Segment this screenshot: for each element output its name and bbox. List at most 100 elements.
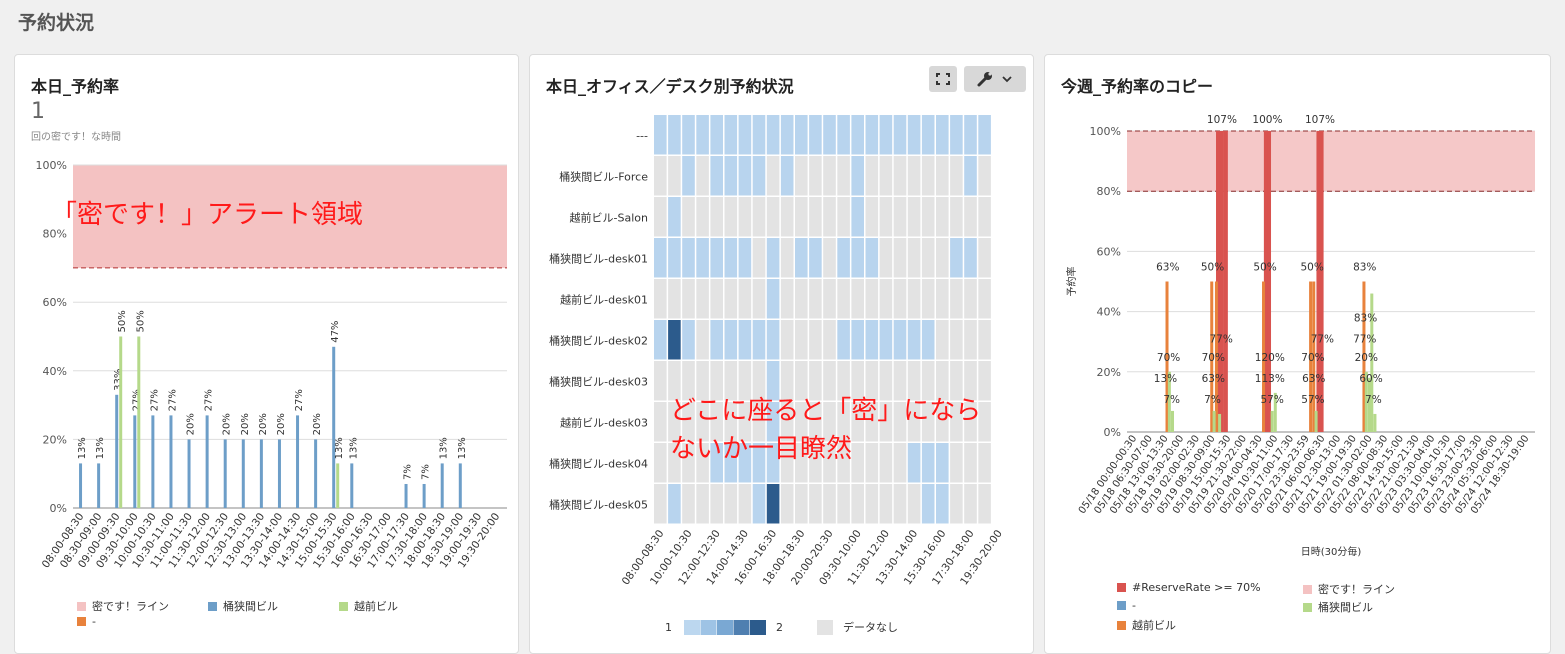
heatmap-cell: [766, 197, 780, 237]
bar: [1319, 131, 1324, 432]
row-label: 越前ビル-desk03: [560, 416, 648, 430]
heatmap-cell: [710, 197, 723, 237]
heatmap-cell: [978, 443, 991, 483]
heatmap-cell: [865, 115, 879, 155]
heatmap-cell: [654, 484, 667, 524]
data-label: 120%: [1255, 352, 1285, 364]
data-label: 7%: [403, 464, 414, 480]
legend-item[interactable]: -: [1117, 599, 1136, 612]
heatmap-cell: [738, 402, 752, 442]
heatmap-cell: [865, 402, 879, 442]
data-label: 20%: [240, 413, 251, 435]
heatmap-cell: [710, 402, 723, 442]
heatmap-cell: [907, 279, 921, 319]
heatmap-cell: [851, 402, 864, 442]
heatmap-cell: [851, 156, 864, 196]
heatmap-cell: [710, 320, 723, 360]
data-label: 7%: [1365, 394, 1382, 406]
legend-item[interactable]: 桶狭間ビル: [1303, 599, 1373, 615]
legend-label: #ReserveRate >= 70%: [1132, 581, 1261, 594]
bar: [97, 463, 101, 508]
heatmap-cell: [766, 320, 780, 360]
bar: [1165, 281, 1169, 432]
heatmap-cell: [795, 279, 808, 319]
legend-item[interactable]: 越前ビル: [339, 598, 398, 614]
data-label: 7%: [421, 464, 432, 480]
legend-item[interactable]: 密です！ライン: [77, 598, 169, 614]
heatmap-annotation-line1: どこに座ると「密」になら: [670, 396, 982, 426]
heatmap-cell: [879, 238, 893, 278]
data-label: 13%: [95, 437, 106, 459]
heatmap-cell: [907, 115, 921, 155]
heatmap-cell: [809, 320, 822, 360]
y-tick-label: 40%: [1097, 306, 1121, 319]
legend-item[interactable]: #ReserveRate >= 70%: [1117, 581, 1261, 594]
heatmap-cell: [654, 238, 667, 278]
reserve-rate-bar-chart[interactable]: 0%20%40%60%80%100%08:00-08:3008:30-09:00…: [15, 55, 519, 595]
bar: [1273, 392, 1277, 432]
heatmap-cell: [823, 197, 836, 237]
heatmap-cell: [851, 238, 864, 278]
heatmap-cell: [978, 361, 991, 401]
heatmap-cell: [936, 402, 949, 442]
legend-swatch: [339, 602, 348, 611]
heatmap-cell: [795, 156, 808, 196]
heatmap-cell: [936, 320, 949, 360]
desk-heatmap[interactable]: --- 桶狭間ビル-Force 越前ビル-Salon 桶狭間ビル-desk01 越前ビル…: [530, 55, 1034, 645]
bar: [1212, 410, 1216, 432]
heatmap-cell: [795, 402, 808, 442]
legend-label: 密です！ライン: [1318, 583, 1395, 596]
heatmap-cell: [978, 197, 991, 237]
heatmap-cell: [654, 197, 667, 237]
heatmap-cell: [907, 197, 921, 237]
data-label: 20%: [222, 413, 233, 435]
heatmap-cell: [809, 484, 822, 524]
heatmap-cell: [865, 279, 879, 319]
bar: [1171, 410, 1175, 432]
bar: [205, 415, 209, 508]
heatmap-cell: [654, 402, 667, 442]
data-label: 27%: [294, 389, 305, 411]
data-label: 83%: [1354, 313, 1377, 325]
data-label: 27%: [149, 389, 160, 411]
heatmap-cell: [893, 197, 907, 237]
heatmap-cell: [823, 279, 836, 319]
bar: [1373, 413, 1377, 432]
legend-scale-step: [717, 620, 733, 635]
legend-label: -: [1132, 599, 1136, 612]
data-label: 13%: [334, 437, 345, 459]
row-label: 桶狭間ビル-desk04: [549, 457, 648, 471]
heatmap-cell: [668, 238, 681, 278]
legend-item[interactable]: 桶狭間ビル: [208, 598, 278, 614]
heatmap-cell: [809, 361, 822, 401]
heatmap-cell: [936, 443, 949, 483]
legend-item[interactable]: -: [77, 615, 96, 628]
data-label: 50%: [1253, 261, 1276, 273]
settings-dropdown-button[interactable]: [964, 66, 1026, 92]
data-label: 13%: [439, 437, 450, 459]
weekly-reserve-rate-chart[interactable]: 0% 20% 40% 60% 80% 100% 予約率 63% 70% 13% 7% 50% 77% 70…: [1045, 55, 1551, 645]
heatmap-cell: [682, 361, 695, 401]
heatmap-cell: [879, 361, 893, 401]
heatmap-cell: [752, 115, 766, 155]
heatmap-cell: [795, 361, 808, 401]
heatmap-cell: [682, 484, 695, 524]
heatmap-cell: [766, 484, 780, 524]
heatmap-cell: [780, 115, 794, 155]
heatmap-cell: [710, 279, 723, 319]
panel-office-desk-status: 本日_オフィス／デスク別予約状況 --- 桶狭間ビル-Force 越前ビル-Salo…: [529, 54, 1034, 654]
heatmap-cell: [879, 115, 893, 155]
row-label: 桶狭間ビル-desk01: [549, 252, 648, 266]
heatmap-cell: [851, 443, 864, 483]
data-label: 13%: [77, 437, 88, 459]
fullscreen-button[interactable]: [929, 66, 957, 92]
legend-item[interactable]: 密です！ライン: [1303, 581, 1395, 597]
heatmap-cell: [978, 484, 991, 524]
heatmap-cell: [724, 484, 738, 524]
bar: [187, 439, 191, 508]
bar: [259, 439, 263, 508]
heatmap-cell: [752, 320, 766, 360]
bar: [1364, 371, 1368, 432]
heatmap-cell: [780, 443, 794, 483]
legend-item[interactable]: 越前ビル: [1117, 617, 1176, 633]
